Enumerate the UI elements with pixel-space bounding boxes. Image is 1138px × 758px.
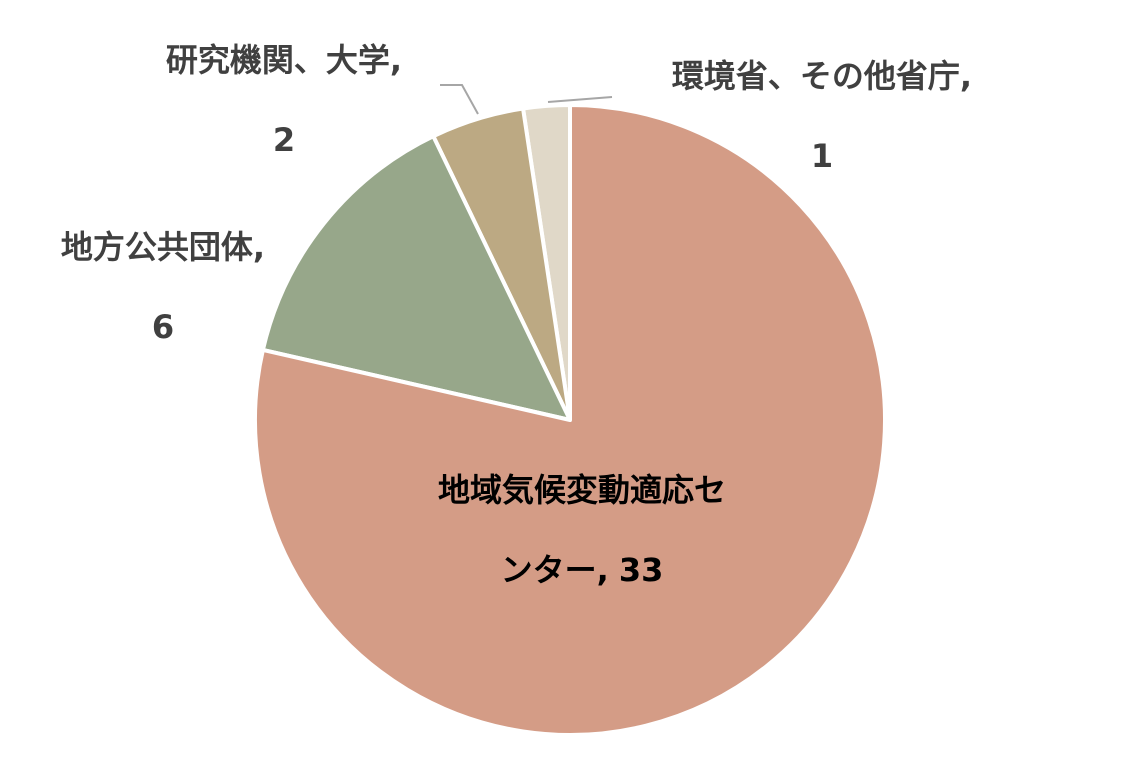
category-label: 環境省、その他省庁, [671, 57, 973, 95]
slice-label: 地方公共団体, 6 [61, 207, 265, 367]
leader-line [547, 96, 613, 103]
category-label: 研究機関、大学, [165, 41, 403, 79]
pie-slice [253, 103, 887, 737]
category-label: 地域気候変動適応センター, [437, 471, 726, 589]
pie-slice [260, 134, 572, 422]
slice-label: 研究機関、大学, 2 [166, 20, 402, 180]
value-label: 6 [151, 308, 175, 346]
slice-label: 環境省、その他省庁, 1 [672, 36, 972, 196]
value-label: 2 [272, 121, 296, 159]
category-label: 地方公共団体, [60, 228, 266, 266]
leader-line [440, 84, 479, 115]
value-label: 1 [810, 137, 834, 175]
value-label: 33 [618, 551, 664, 589]
slice-label: 地域気候変動適応センター, 33 [432, 450, 732, 610]
